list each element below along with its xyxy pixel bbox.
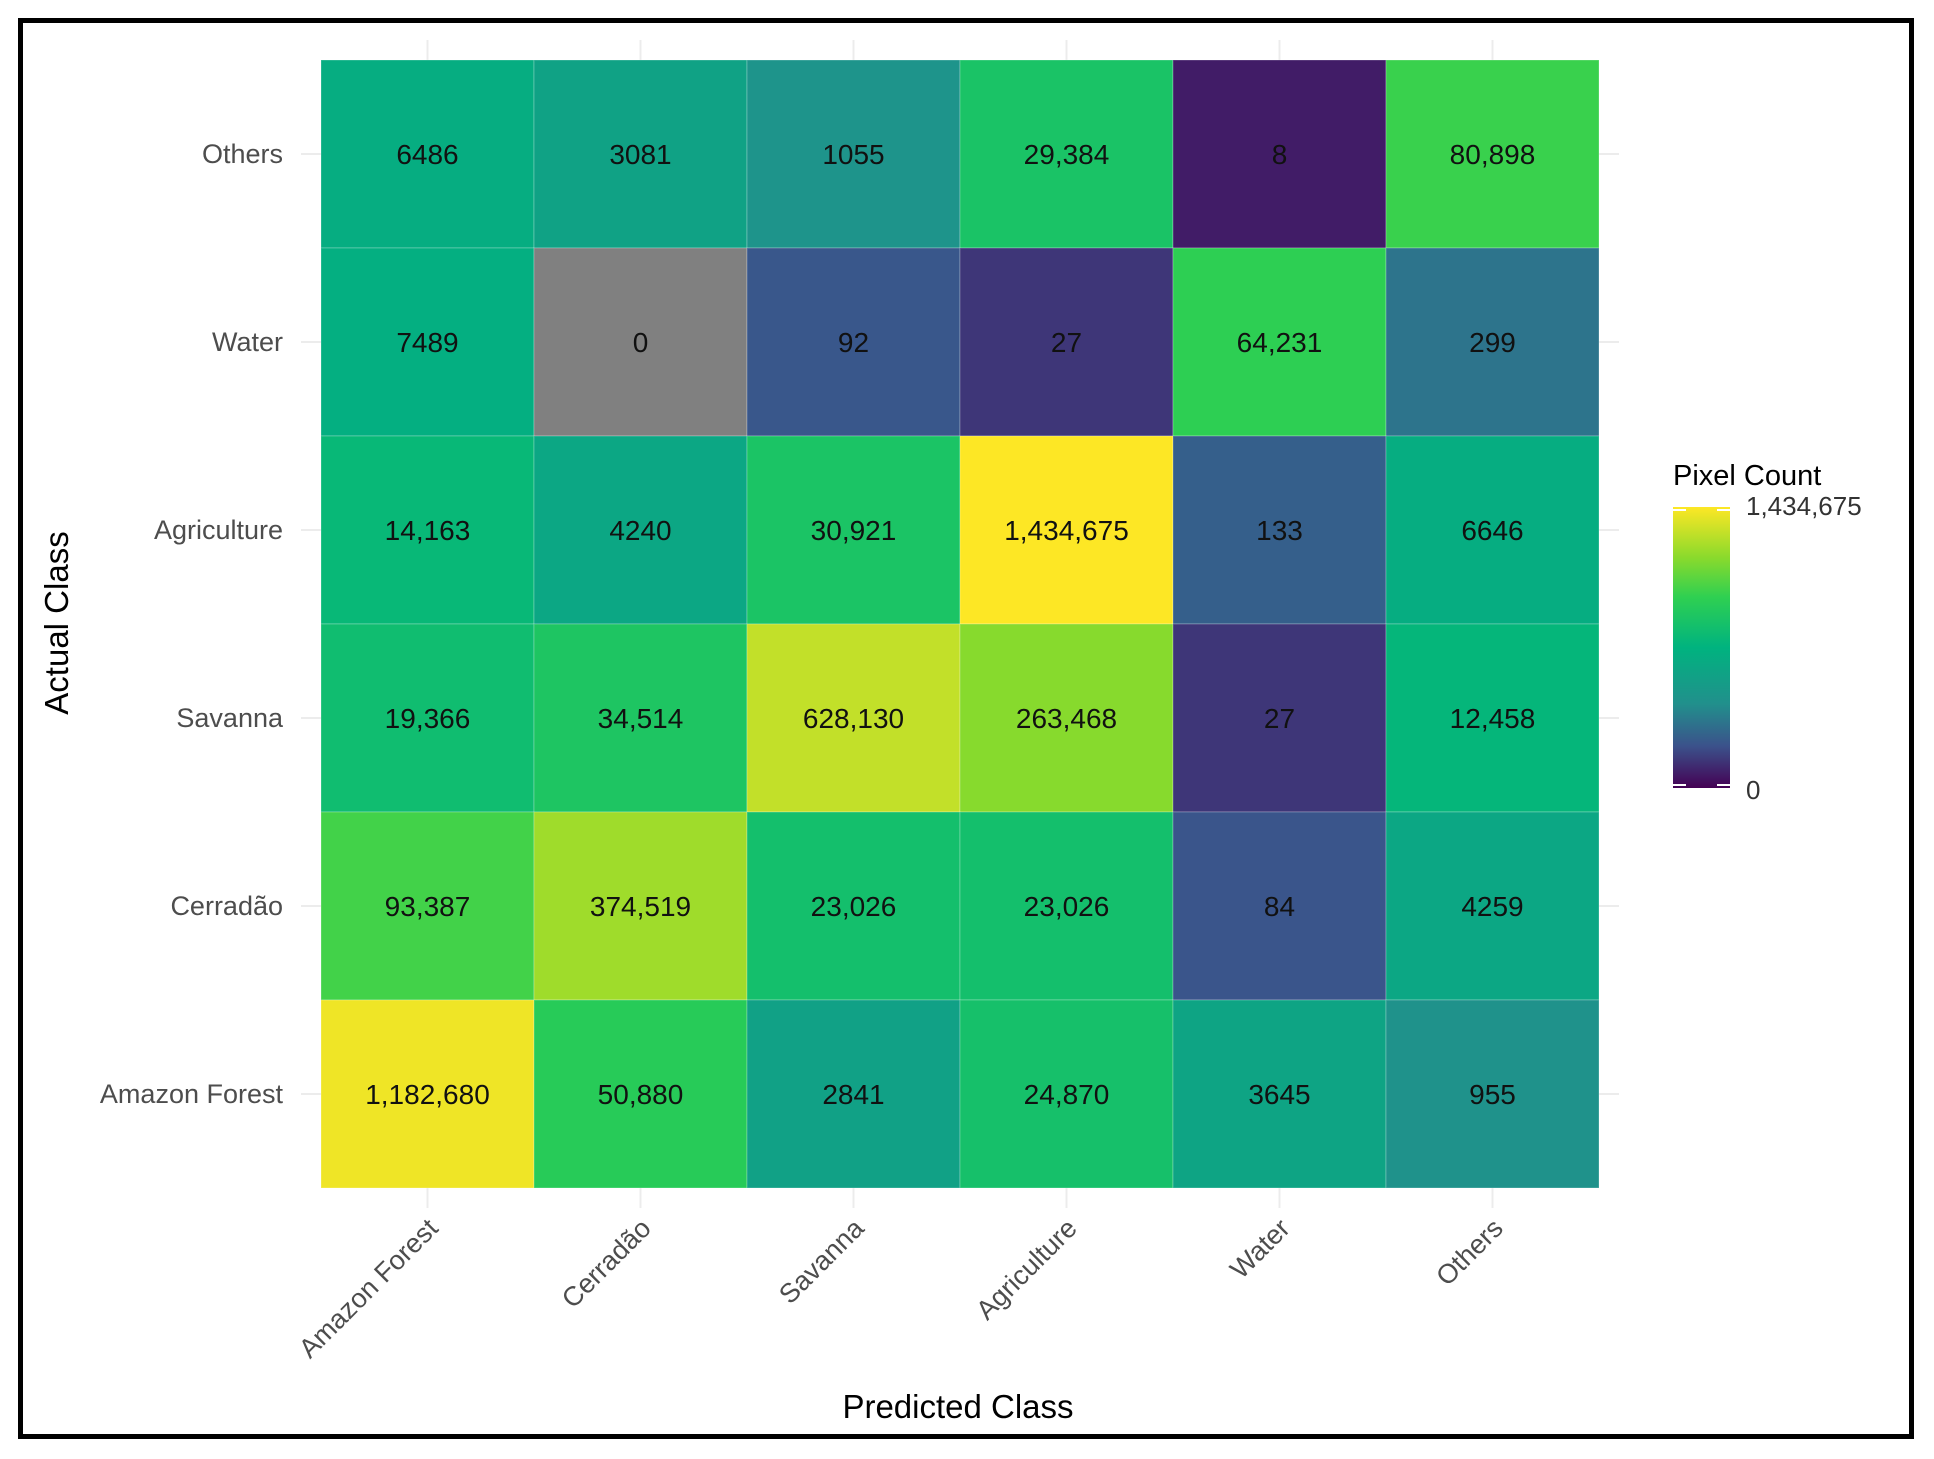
heatmap-cell: [533, 59, 748, 249]
heatmap-cell: [1172, 999, 1387, 1189]
heatmap-cell: [1385, 999, 1600, 1189]
x-tick-label: Amazon Forest: [293, 1213, 444, 1364]
cell-value-label: 4240: [609, 515, 671, 546]
cell-value-label: 12,458: [1450, 703, 1536, 734]
heatmap-cell: [1385, 435, 1600, 625]
cell-value-label: 6646: [1461, 515, 1523, 546]
color-legend: Pixel Count 1,434,675 0: [1673, 460, 1862, 805]
heatmap-cell: [959, 999, 1174, 1189]
heatmap-cell: [1172, 247, 1387, 437]
heatmap-cell: [320, 59, 535, 249]
heatmap-cell: [320, 999, 535, 1189]
cell-value-label: 93,387: [385, 891, 471, 922]
cell-value-label: 24,870: [1024, 1079, 1110, 1110]
heatmap-cell: [1385, 59, 1600, 249]
cell-value-label: 29,384: [1024, 139, 1110, 170]
x-tick-labels: Amazon Forest Cerradão Savanna Agriculture W…: [293, 1212, 1509, 1363]
cell-value-label: 14,163: [385, 515, 471, 546]
y-tick-label: Agriculture: [154, 515, 283, 545]
y-tick-labels: Others Water Agriculture Savanna Cerradão Ama…: [100, 139, 284, 1109]
heatmap-cell: [1172, 811, 1387, 1001]
cell-value-label: 955: [1469, 1079, 1516, 1110]
cell-value-label: 92: [838, 327, 869, 358]
heatmap-cell: [746, 999, 961, 1189]
cell-value-label: 27: [1051, 327, 1082, 358]
heatmap-cell: [320, 435, 535, 625]
cell-value-label: 1055: [822, 139, 884, 170]
cell-value-label: 80,898: [1450, 139, 1536, 170]
cell-value-label: 64,231: [1237, 327, 1323, 358]
cell-value-label: 1,434,675: [1004, 515, 1129, 546]
x-tick-label: Cerradão: [556, 1213, 657, 1314]
heatmap-cell: [746, 59, 961, 249]
heatmap-cell: [746, 247, 961, 437]
legend-max-label: 1,434,675: [1746, 491, 1862, 521]
cell-value-label: 50,880: [598, 1079, 684, 1110]
heatmap-cell: [533, 999, 748, 1189]
cell-value-label: 2841: [822, 1079, 884, 1110]
heatmap-cell: [320, 247, 535, 437]
y-axis-title: Actual Class: [38, 531, 75, 714]
heatmap-cell: [959, 435, 1174, 625]
heatmap-cell: [746, 435, 961, 625]
heatmap-cell: [320, 623, 535, 813]
heatmap-cell: [746, 623, 961, 813]
cell-value-label: 8: [1272, 139, 1288, 170]
cell-value-label: 19,366: [385, 703, 471, 734]
heatmap-cell: [533, 247, 748, 437]
cell-value-label: 374,519: [590, 891, 691, 922]
heatmap-cell: [533, 435, 748, 625]
heatmap-cell: [1172, 435, 1387, 625]
cell-value-label: 6486: [396, 139, 458, 170]
cell-value-label: 7489: [396, 327, 458, 358]
cell-value-label: 84: [1264, 891, 1295, 922]
cell-value-label: 133: [1256, 515, 1303, 546]
y-tick-label: Water: [212, 327, 283, 357]
x-tick-label: Water: [1224, 1213, 1295, 1284]
cell-value-label: 299: [1469, 327, 1516, 358]
y-tick-label: Savanna: [176, 703, 284, 733]
heatmap-cell: [1385, 623, 1600, 813]
cell-labels: 6486 3081 1055 29,384 8 80,898 7489 0 92 27 64,231…: [365, 139, 1535, 1110]
heatmap-cell: [1385, 247, 1600, 437]
heatmap-cell: [320, 811, 535, 1001]
cell-value-label: 23,026: [811, 891, 897, 922]
heatmap-cell: [959, 59, 1174, 249]
x-axis-title: Predicted Class: [842, 1388, 1073, 1425]
cell-value-label: 0: [633, 327, 649, 358]
cell-value-label: 4259: [1461, 891, 1523, 922]
heatmap-cell: [959, 247, 1174, 437]
legend-colorbar: [1673, 507, 1730, 788]
legend-min-label: 0: [1746, 775, 1760, 805]
heatmap-cell: [959, 811, 1174, 1001]
cell-value-label: 34,514: [598, 703, 684, 734]
heatmap-cell: [959, 623, 1174, 813]
cell-value-label: 3081: [609, 139, 671, 170]
y-tick-label: Amazon Forest: [100, 1079, 284, 1109]
y-tick-label: Others: [202, 139, 283, 169]
heatmap-cells: [320, 59, 1600, 1189]
heatmap-cell: [1172, 623, 1387, 813]
heatmap-cell: [533, 811, 748, 1001]
y-tick-label: Cerradão: [170, 891, 283, 921]
cell-value-label: 1,182,680: [365, 1079, 490, 1110]
cell-value-label: 3645: [1248, 1079, 1310, 1110]
x-tick-label: Savanna: [773, 1212, 870, 1309]
cell-value-label: 263,468: [1016, 703, 1117, 734]
cell-value-label: 628,130: [803, 703, 904, 734]
heatmap-cell: [533, 623, 748, 813]
x-tick-label: Agriculture: [970, 1213, 1082, 1325]
cell-value-label: 27: [1264, 703, 1295, 734]
cell-value-label: 30,921: [811, 515, 897, 546]
heatmap-cell: [1385, 811, 1600, 1001]
cell-value-label: 23,026: [1024, 891, 1110, 922]
x-tick-label: Others: [1430, 1213, 1509, 1292]
legend-title: Pixel Count: [1673, 460, 1821, 492]
